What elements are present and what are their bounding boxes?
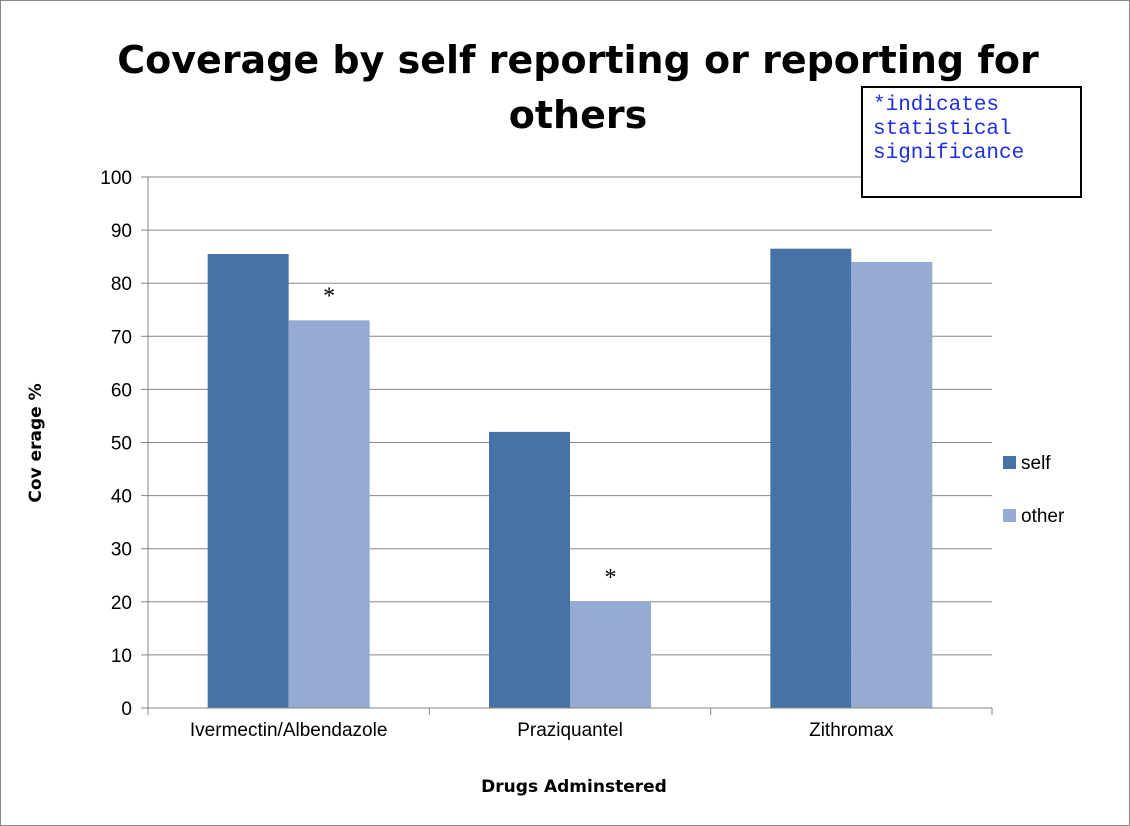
legend: self other: [1003, 453, 1065, 527]
y-tick-label: 90: [111, 221, 132, 242]
y-tick-label: 30: [111, 540, 132, 561]
axes: 0 10 20 30 40 50 60 70 80 90 100 Ivermectin/Albenda…: [100, 168, 993, 741]
significance-note-box: *indicates statistical significance: [861, 86, 1082, 198]
x-tick-label: Praziquantel: [517, 720, 623, 741]
x-tick-label: Ivermectin/Albendazole: [190, 720, 388, 741]
bar-other: [851, 261, 933, 708]
bar-self: [207, 253, 289, 708]
significance-note-text: *indicates statistical significance: [873, 94, 1025, 165]
significance-asterisk: *: [605, 565, 617, 591]
bars: **: [207, 248, 933, 708]
significance-asterisk: *: [323, 283, 335, 309]
y-tick-label: 60: [111, 380, 132, 401]
legend-swatch-self: [1003, 456, 1016, 469]
y-tick-label: 0: [121, 699, 132, 720]
y-tick-label: 20: [111, 593, 132, 614]
legend-label-other: other: [1021, 506, 1065, 527]
x-axis-title: Drugs Adminstered: [481, 777, 667, 797]
bar-other: [288, 320, 370, 708]
y-tick-label: 10: [111, 646, 132, 667]
legend-swatch-other: [1003, 509, 1016, 522]
y-tick-label: 80: [111, 274, 132, 295]
y-tick-label: 100: [100, 168, 132, 189]
bar-self: [770, 248, 852, 708]
x-tick-label: Zithromax: [809, 720, 894, 741]
y-axis-title: Cov erage %: [26, 383, 46, 502]
chart-title-line-2: others: [509, 93, 647, 137]
y-tick-label: 50: [111, 434, 132, 455]
chart-title-line-1: Coverage by self reporting or reporting …: [117, 38, 1039, 82]
legend-label-self: self: [1021, 453, 1051, 474]
bar-self: [489, 431, 570, 708]
y-tick-label: 40: [111, 487, 132, 508]
y-tick-label: 70: [111, 327, 132, 348]
bar-other: [570, 601, 651, 708]
